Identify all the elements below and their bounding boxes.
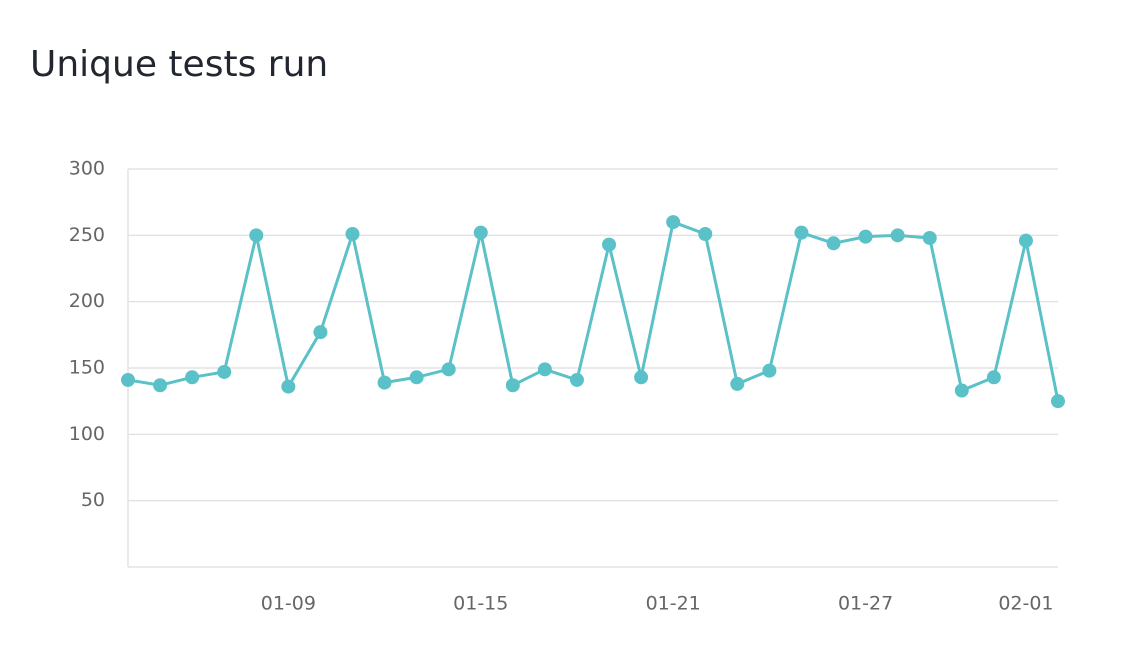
data-point	[602, 237, 617, 252]
data-point	[345, 227, 360, 242]
x-tick-label: 01-21	[646, 593, 701, 615]
data-line	[127, 220, 1060, 402]
data-point	[986, 370, 1001, 385]
data-point	[858, 229, 873, 244]
data-point	[730, 376, 745, 391]
data-point	[569, 372, 584, 387]
y-tick-label: 250	[69, 224, 105, 246]
y-tick-label: 300	[69, 158, 105, 180]
data-point	[666, 215, 681, 230]
data-point	[890, 228, 905, 243]
data-point	[377, 375, 392, 390]
data-point	[698, 227, 713, 242]
data-point	[281, 379, 296, 394]
data-point	[473, 225, 488, 240]
chart-title: Unique tests run	[30, 44, 328, 85]
data-point	[505, 378, 520, 393]
x-tick-label: 01-09	[261, 593, 316, 615]
data-point	[634, 370, 649, 385]
data-point	[537, 362, 552, 377]
data-point	[121, 372, 135, 387]
data-point	[153, 378, 168, 393]
x-tick-label: 01-27	[838, 593, 893, 615]
y-tick-label: 100	[69, 423, 105, 445]
data-point	[441, 362, 456, 377]
data-point	[249, 228, 264, 243]
data-point	[826, 236, 841, 251]
data-point	[762, 363, 777, 378]
data-point	[794, 225, 809, 240]
x-tick-label: 02-01	[998, 593, 1053, 615]
y-tick-label: 50	[81, 489, 105, 511]
data-point	[185, 370, 200, 385]
data-point	[313, 325, 328, 340]
data-point	[409, 370, 424, 385]
data-point	[217, 364, 232, 379]
data-point	[1018, 233, 1033, 248]
x-tick-label: 01-15	[453, 593, 508, 615]
data-point	[922, 230, 937, 245]
y-tick-label: 200	[69, 290, 105, 312]
data-point	[954, 383, 969, 398]
y-tick-label: 150	[69, 357, 105, 379]
data-point	[1051, 394, 1065, 409]
